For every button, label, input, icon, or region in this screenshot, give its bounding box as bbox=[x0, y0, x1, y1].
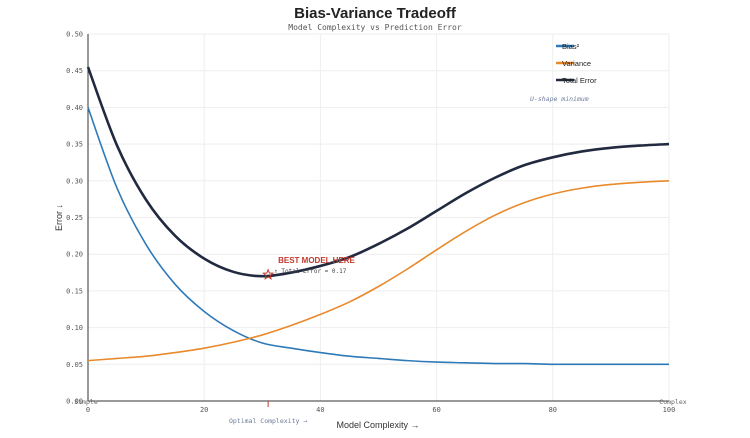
y-tick-label: 0.15 bbox=[66, 287, 83, 295]
y-tick-label: 0.50 bbox=[66, 31, 83, 39]
legend-label-total-error: Total Error bbox=[562, 76, 597, 85]
y-tick-label: 0.40 bbox=[66, 104, 83, 112]
best-model-sublabel: ↑ Total Error = 0.17 bbox=[274, 268, 347, 275]
legend-label-variance: Variance bbox=[562, 59, 591, 68]
x-axis-label: Model Complexity → bbox=[336, 420, 419, 430]
best-model-label: BEST MODEL HERE bbox=[278, 256, 355, 265]
best-model-star-marker bbox=[262, 268, 275, 280]
chart-subtitle: Model Complexity vs Prediction Error bbox=[288, 23, 462, 32]
grid bbox=[87, 33, 670, 402]
x-tick-label: 100 bbox=[663, 406, 676, 414]
x-tick-label: 60 bbox=[432, 406, 440, 414]
legend: Bias² Variance Total Error bbox=[556, 42, 597, 85]
axes bbox=[87, 34, 669, 402]
complex-label: Complex bbox=[659, 398, 686, 406]
series-line-variance bbox=[87, 180, 670, 362]
y-tick-label: 0.05 bbox=[66, 361, 83, 369]
x-tick-label: 80 bbox=[549, 406, 557, 414]
x-tick-label: 0 bbox=[86, 406, 90, 414]
y-tick-label: 0.45 bbox=[66, 67, 83, 75]
y-tick-label: 0.10 bbox=[66, 324, 83, 332]
y-tick-label: 0.25 bbox=[66, 214, 83, 222]
legend-label-bias: Bias² bbox=[562, 42, 580, 51]
optimal-complexity-label: Optimal Complexity → bbox=[229, 417, 307, 425]
x-tick-label: 20 bbox=[200, 406, 208, 414]
annotations: BEST MODEL HERE ↑ Total Error = 0.17 Optim… bbox=[74, 95, 687, 425]
series-lines bbox=[86, 66, 670, 366]
y-tick-label: 0.30 bbox=[66, 177, 83, 185]
series-line-bias bbox=[87, 107, 669, 366]
chart-title: Bias-Variance Tradeoff bbox=[294, 5, 457, 22]
x-tick-label: 40 bbox=[316, 406, 324, 414]
simple-label: Simple bbox=[74, 398, 98, 406]
u-shape-annotation: U-shape minimum bbox=[530, 95, 589, 103]
tick-labels: 0.00 0.05 0.10 0.15 0.20 0.25 0.30 0.35 0.40 0.45… bbox=[66, 31, 675, 415]
y-tick-label: 0.00 bbox=[66, 398, 83, 406]
y-axis-label: Error ↓ bbox=[54, 204, 64, 231]
series-line-total-error bbox=[86, 66, 670, 278]
y-tick-label: 0.35 bbox=[66, 141, 83, 149]
y-tick-label: 0.20 bbox=[66, 251, 83, 259]
